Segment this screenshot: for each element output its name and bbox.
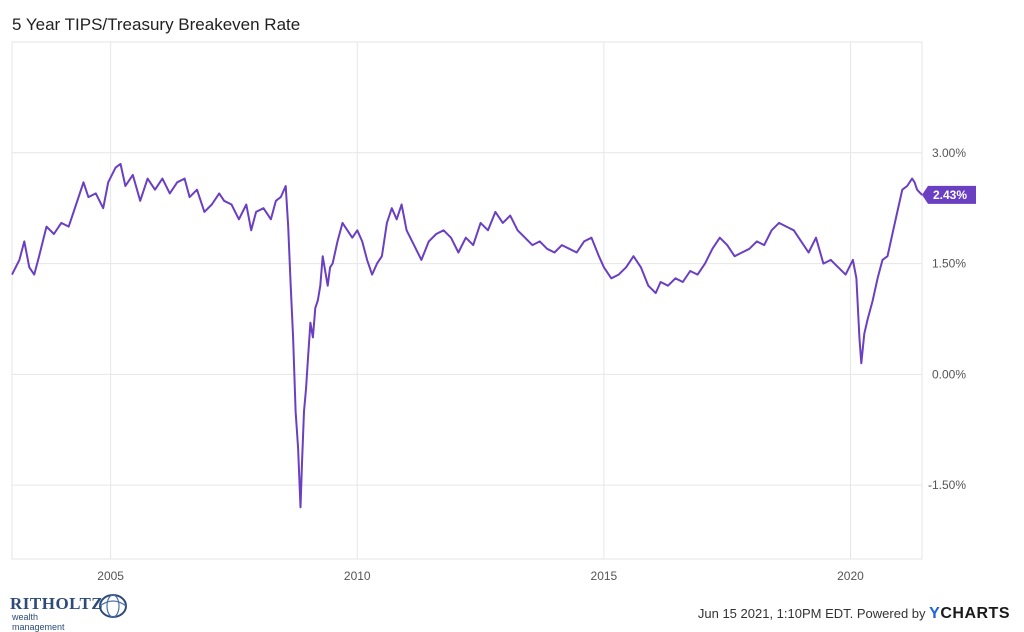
footer-powered-by: Powered by [856, 606, 926, 621]
ycharts-logo: YCHARTS [929, 605, 1010, 622]
y-tick-label: 1.50% [932, 257, 966, 271]
last-value-label: 2.43% [933, 188, 967, 202]
ycharts-logo-rest: CHARTS [940, 605, 1010, 622]
x-tick-label: 2005 [97, 569, 124, 583]
chart-title: 5 Year TIPS/Treasury Breakeven Rate [12, 15, 301, 34]
y-tick-label: -1.50% [928, 478, 966, 492]
logo-globe-icon [99, 594, 127, 618]
x-gridlines [110, 42, 851, 559]
x-tick-labels: 2005 2010 2015 2020 [97, 569, 864, 583]
logo-name: RITHOLTZ [10, 594, 104, 613]
plot-frame [11, 41, 923, 560]
y-tick-label: 0.00% [932, 367, 966, 381]
last-value-badge: 2.43% [922, 185, 976, 204]
x-tick-label: 2010 [344, 569, 371, 583]
y-tick-labels: 3.00% 1.50% 0.00% -1.50% [928, 146, 966, 492]
x-tick-label: 2020 [837, 569, 864, 583]
x-tick-label: 2015 [591, 569, 618, 583]
last-value-badge-bg [922, 185, 976, 204]
footer-timestamp: Jun 15 2021, 1:10PM EDT. [697, 606, 854, 621]
chart-source-footer: Jun 15 2021, 1:10PM EDT. Powered by YCHA… [698, 605, 1010, 623]
y-tick-label: 3.00% [932, 146, 966, 160]
logo-subtitle: wealth management [12, 612, 65, 632]
series-line [11, 162, 923, 509]
y-gridlines [12, 152, 922, 486]
ycharts-logo-y: Y [929, 605, 941, 622]
